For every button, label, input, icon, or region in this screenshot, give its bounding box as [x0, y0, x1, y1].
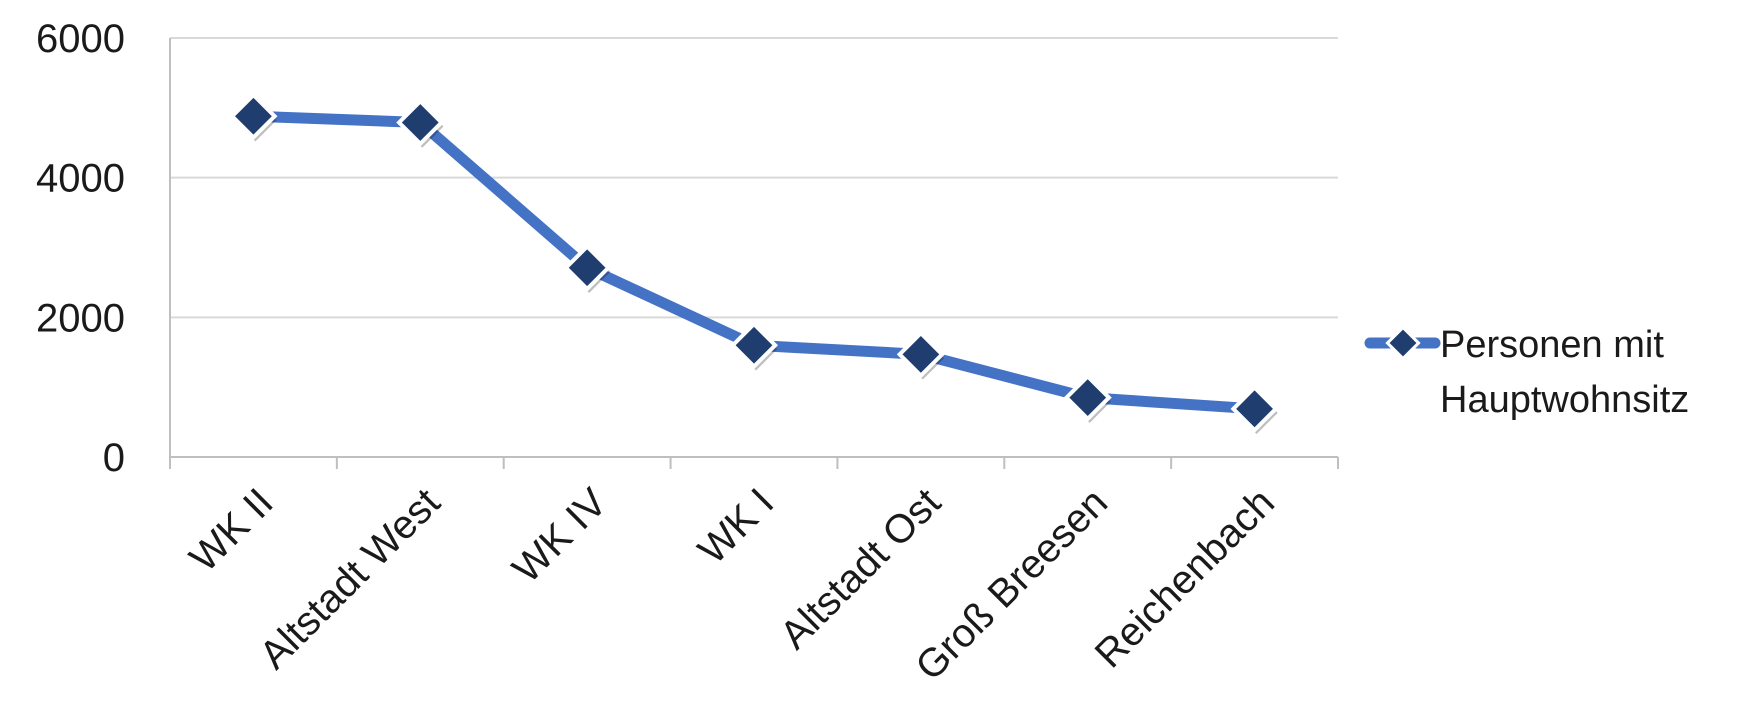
- legend-marker-swatch: [1385, 325, 1421, 361]
- data-point: [1230, 384, 1279, 433]
- legend-label-line-1: Personen mit: [1440, 324, 1664, 366]
- y-tick-labels: 0 2000 4000 6000: [36, 17, 125, 480]
- data-point: [229, 92, 278, 141]
- x-tick-label: WK IV: [504, 480, 615, 591]
- y-tick-label: 4000: [36, 157, 125, 201]
- data-point: [729, 321, 779, 370]
- data-point: [896, 330, 945, 379]
- y-tick-label: 0: [103, 436, 125, 480]
- x-tick-label: Altstadt West: [251, 480, 448, 677]
- x-tick-label: Altstadt Ost: [772, 480, 949, 657]
- data-point: [1063, 373, 1112, 422]
- data-point: [396, 98, 445, 147]
- gridlines: [170, 37, 1338, 319]
- legend: Personen mit Hauptwohnsitz: [1364, 324, 1689, 421]
- series: [229, 92, 1279, 435]
- data-point: [563, 243, 612, 292]
- legend-label-line-2: Hauptwohnsitz: [1440, 379, 1689, 421]
- x-tick-label: WK I: [690, 480, 782, 572]
- y-tick-label: 6000: [36, 17, 125, 61]
- axes: [169, 38, 1339, 469]
- y-tick-label: 2000: [36, 296, 125, 340]
- x-tick-label: WK II: [182, 480, 282, 580]
- x-tick-label: Reichenbach: [1087, 480, 1283, 676]
